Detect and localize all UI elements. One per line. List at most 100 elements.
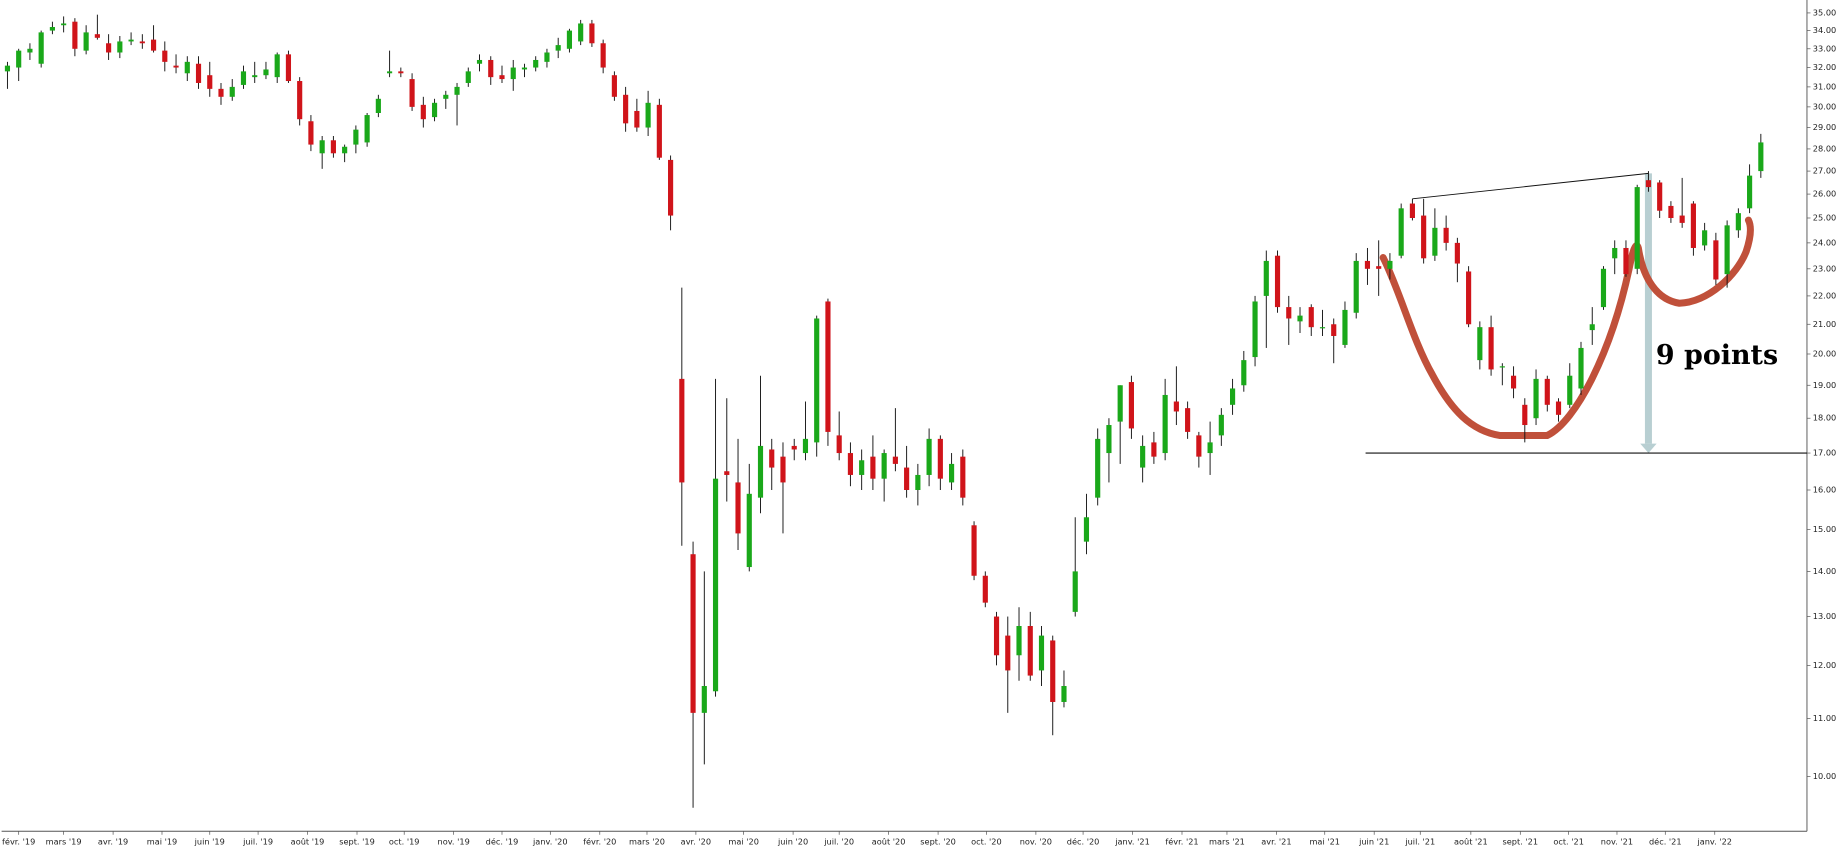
candle-body — [1038, 635, 1045, 671]
candle-body — [1758, 142, 1764, 172]
candle-body — [600, 43, 606, 68]
y-tick-label: 21.00 — [1813, 319, 1836, 329]
measure-arrow-head — [1640, 443, 1657, 454]
candle-body — [1443, 227, 1449, 243]
candle-body — [1747, 175, 1753, 209]
candle-body — [566, 30, 573, 49]
candle-body — [847, 453, 853, 475]
candle-body — [431, 102, 438, 118]
candle-body — [1117, 385, 1123, 422]
candle-body — [353, 129, 359, 145]
candle-body — [1544, 378, 1550, 405]
candle-body — [870, 456, 876, 479]
y-tick-label: 20.00 — [1813, 348, 1836, 358]
x-tick-label: août '19 — [291, 836, 325, 846]
candle-body — [1645, 180, 1652, 188]
candle-body — [1241, 360, 1247, 386]
candle-body — [802, 438, 809, 454]
candle-body — [207, 75, 213, 89]
candle-body — [1308, 307, 1314, 328]
candle-body — [1218, 414, 1224, 436]
candle-body — [342, 146, 348, 154]
candle-body — [1466, 271, 1472, 325]
candle-body — [1679, 215, 1685, 223]
candle-body — [1634, 187, 1640, 269]
candle-body — [240, 71, 247, 85]
candle-body — [825, 301, 831, 432]
candle-body — [1454, 242, 1460, 264]
x-tick-label: juil. '19 — [242, 836, 273, 846]
candle-body — [1668, 205, 1674, 218]
candle-body — [757, 445, 764, 498]
x-tick-label: nov. '19 — [438, 836, 470, 846]
candle-body — [274, 54, 280, 78]
candle-body — [218, 88, 224, 97]
y-tick-label: 34.00 — [1813, 25, 1836, 35]
x-tick-label: mai '20 — [728, 836, 759, 846]
candle-body — [94, 34, 100, 38]
candle-body — [589, 23, 595, 44]
y-tick-label: 23.00 — [1813, 263, 1836, 273]
x-tick-label: févr. '21 — [1165, 836, 1198, 846]
candle-body — [252, 75, 258, 78]
y-tick-label: 17.00 — [1813, 448, 1836, 458]
candle-body — [971, 525, 977, 576]
y-tick-label: 10.00 — [1813, 771, 1836, 781]
candle-body — [668, 159, 674, 216]
candle-body — [1016, 626, 1022, 656]
candle-body — [510, 67, 516, 80]
candle-body — [1387, 260, 1393, 269]
y-tick-label: 13.00 — [1813, 611, 1836, 621]
candle-body — [83, 32, 89, 51]
candle-body — [1690, 203, 1696, 248]
x-tick-label: juin '19 — [194, 836, 225, 846]
candle-body — [364, 115, 370, 143]
candle-body — [1555, 401, 1562, 415]
candle-body — [533, 59, 539, 68]
candle-body — [1533, 378, 1539, 419]
candle-body — [1162, 394, 1168, 454]
candle-body — [16, 50, 22, 68]
y-tick-label: 29.00 — [1813, 122, 1836, 132]
x-tick-label: juil. '21 — [1404, 836, 1435, 846]
candle-body — [701, 686, 707, 713]
candle-body — [791, 445, 797, 450]
candle-body — [1106, 425, 1112, 454]
candle-body — [117, 41, 123, 53]
candle-body — [454, 86, 460, 95]
x-tick-label: avr. '21 — [1261, 836, 1291, 846]
y-tick-label: 35.00 — [1813, 7, 1836, 17]
candle-body — [106, 43, 112, 53]
candle-body — [555, 45, 561, 51]
x-tick-label: août '21 — [1454, 836, 1488, 846]
candle-body — [1488, 327, 1494, 370]
candle-body — [61, 23, 67, 26]
y-tick-label: 16.00 — [1813, 485, 1836, 495]
candle-body — [1263, 260, 1269, 296]
candle-body — [937, 438, 943, 479]
candle-body — [330, 140, 336, 154]
candle-body — [881, 453, 887, 479]
y-tick-label: 31.00 — [1813, 81, 1836, 91]
candle-body — [1353, 260, 1359, 313]
y-tick-label: 25.00 — [1813, 212, 1836, 222]
candle-body — [1735, 213, 1741, 231]
candle-body — [735, 482, 741, 534]
candle-body — [184, 61, 190, 74]
candle-body — [409, 79, 415, 107]
candle-body — [72, 21, 78, 49]
x-tick-label: mars '20 — [629, 836, 665, 846]
candle-body — [162, 50, 168, 62]
candle-body — [1095, 438, 1101, 498]
candle-body — [1612, 247, 1618, 259]
candle-body — [128, 39, 134, 42]
candle-body — [297, 81, 303, 120]
candle-body — [1196, 435, 1202, 457]
candle-body — [1713, 240, 1719, 280]
y-tick-label: 32.00 — [1813, 62, 1836, 72]
candle-body — [1286, 307, 1292, 319]
candle-body — [1589, 324, 1595, 331]
candle-body — [1376, 266, 1382, 269]
x-tick-label: oct. '20 — [971, 836, 1002, 846]
candle-body — [443, 94, 449, 99]
